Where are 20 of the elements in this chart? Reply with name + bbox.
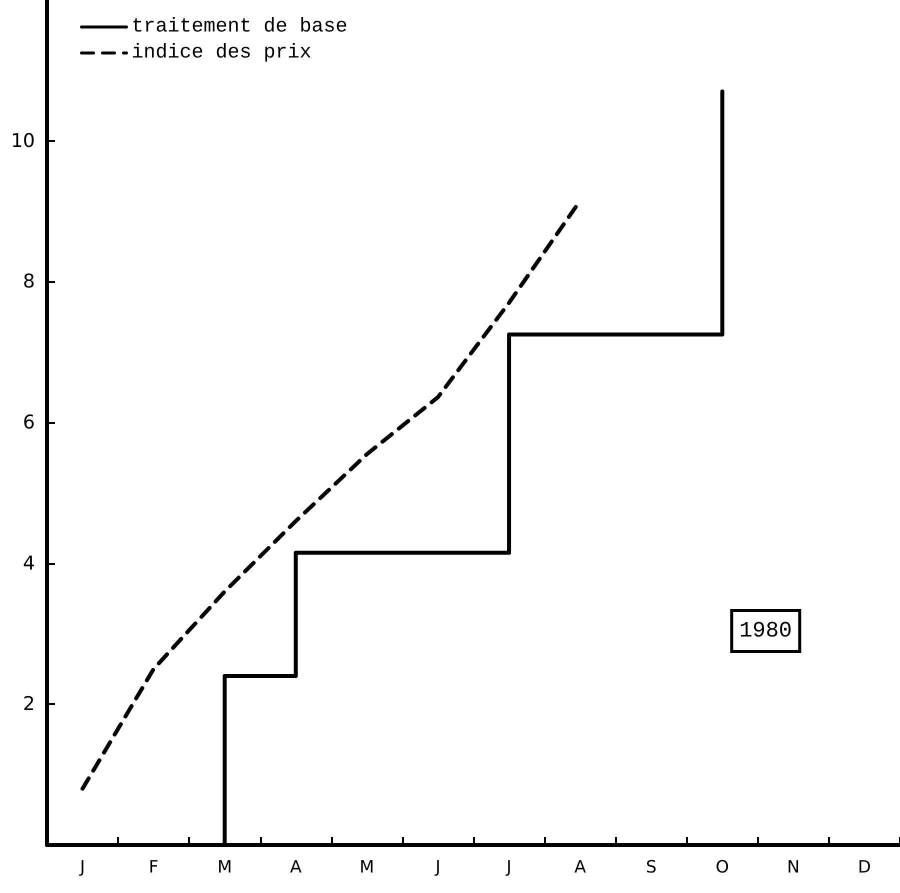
y-tick-label: 10 <box>10 130 35 152</box>
x-tick-label: J <box>434 858 440 878</box>
x-tick-label: M <box>217 858 232 878</box>
y-tick-label: 6 <box>22 412 35 434</box>
x-tick-label: D <box>858 858 872 878</box>
x-tick-label: S <box>646 858 657 878</box>
x-tick-label: M <box>360 858 374 878</box>
x-tick-label: F <box>148 858 159 878</box>
y-tick-label: 4 <box>22 552 35 574</box>
x-tick-label: O <box>716 858 729 878</box>
annotation: 1980 <box>739 618 792 644</box>
legend-label: indice des prix <box>132 42 312 64</box>
x-tick-label: A <box>290 858 302 878</box>
x-tick-label: J <box>506 858 512 878</box>
x-tick-label: N <box>787 858 800 878</box>
x-tick-label: J <box>79 858 86 878</box>
x-tick-label: A <box>574 858 586 878</box>
legend-label: traitement de base <box>132 16 348 38</box>
y-tick-label: 2 <box>22 693 35 716</box>
y-tick-label: 8 <box>22 270 35 293</box>
